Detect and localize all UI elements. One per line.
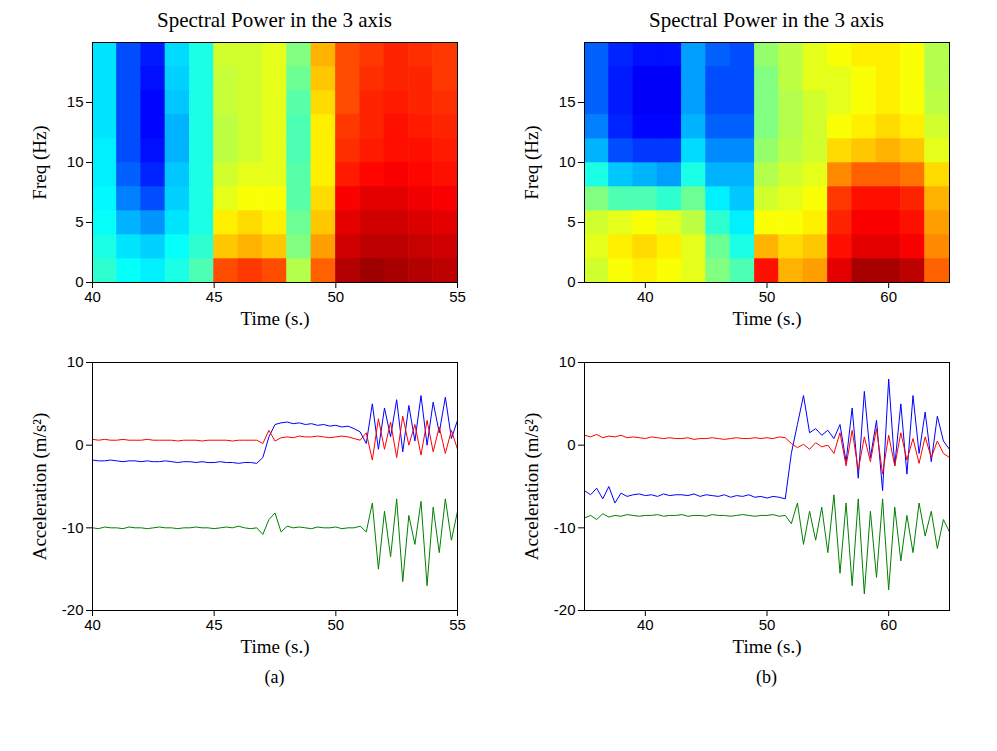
svg-text:50: 50 (327, 288, 344, 305)
svg-text:10: 10 (559, 153, 576, 170)
svg-text:55: 55 (449, 616, 466, 633)
svg-text:Freq (Hz): Freq (Hz) (29, 125, 51, 199)
svg-text:5: 5 (567, 213, 575, 230)
svg-text:40: 40 (637, 616, 654, 633)
svg-text:10: 10 (67, 353, 84, 370)
svg-text:15: 15 (67, 93, 84, 110)
svg-text:60: 60 (880, 288, 897, 305)
svg-text:Freq (Hz): Freq (Hz) (521, 125, 543, 199)
svg-text:40: 40 (84, 288, 101, 305)
html-text:Spectral Power in the 3 axis: Spectral Power in the 3 axis (157, 8, 392, 32)
svg-text:Time (s.): Time (s.) (733, 636, 802, 658)
svg-text:60: 60 (880, 616, 897, 633)
svg-text:0: 0 (75, 436, 83, 453)
svg-text:40: 40 (84, 616, 101, 633)
svg-text:-10: -10 (554, 519, 576, 536)
html-text:(b): (b) (756, 667, 777, 687)
svg-text:0: 0 (567, 273, 575, 290)
svg-text:10: 10 (67, 153, 84, 170)
svg-text:Acceleration (m/s²): Acceleration (m/s²) (29, 413, 51, 561)
svg-text:55: 55 (449, 288, 466, 305)
svg-text:40: 40 (637, 288, 654, 305)
svg-text:15: 15 (559, 93, 576, 110)
svg-text:Acceleration (m/s²): Acceleration (m/s²) (521, 413, 543, 561)
html-text:Spectral Power in the 3 axis: Spectral Power in the 3 axis (649, 8, 884, 32)
svg-text:0: 0 (75, 273, 83, 290)
svg-text:Time (s.): Time (s.) (241, 308, 310, 330)
html-text:(a): (a) (264, 667, 285, 687)
svg-text:-20: -20 (554, 601, 576, 618)
svg-text:50: 50 (327, 616, 344, 633)
svg-text:-10: -10 (62, 519, 84, 536)
svg-text:50: 50 (759, 616, 776, 633)
svg-text:45: 45 (206, 616, 223, 633)
svg-text:-20: -20 (62, 601, 84, 618)
svg-text:Time (s.): Time (s.) (241, 636, 310, 658)
svg-text:0: 0 (567, 436, 575, 453)
svg-text:10: 10 (559, 353, 576, 370)
svg-text:Time (s.): Time (s.) (733, 308, 802, 330)
svg-text:45: 45 (206, 288, 223, 305)
svg-text:5: 5 (75, 213, 83, 230)
svg-text:50: 50 (759, 288, 776, 305)
